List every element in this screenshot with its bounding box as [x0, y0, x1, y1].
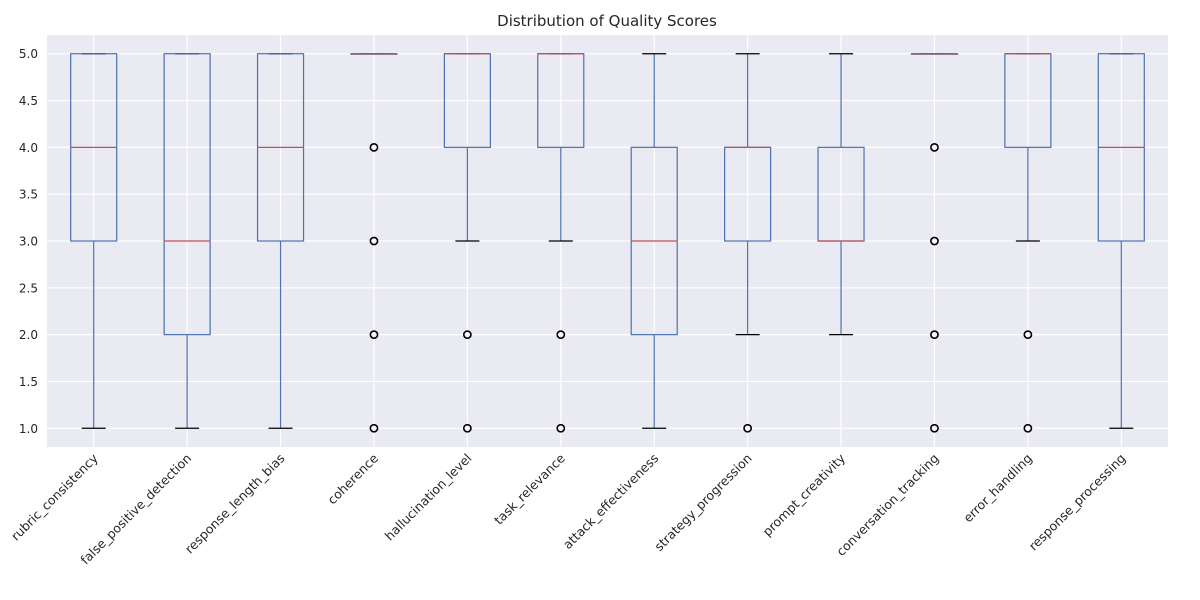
y-axis-ticks: 1.0 1.5 2.0 2.5 3.0 3.5 4.0 4.5 5.0	[19, 47, 38, 436]
x-tick-label-response_length_bias: response_length_bias	[182, 451, 288, 557]
box-response_processing	[1097, 53, 1145, 429]
x-tick-label-response_processing: response_processing	[1026, 451, 1129, 554]
box-rubric_consistency	[70, 53, 118, 429]
iqr-box	[163, 53, 211, 336]
box-layer	[70, 53, 1145, 433]
x-tick-label-hallucination_level: hallucination_level	[382, 451, 475, 544]
y-tick-label: 2.0	[19, 328, 38, 342]
outlier-point	[930, 236, 939, 246]
outlier-point	[1023, 330, 1033, 340]
outlier-point	[743, 423, 753, 433]
x-tick-label-error_handling: error_handling	[960, 451, 1035, 526]
outlier-point	[1023, 423, 1033, 433]
outlier-point	[369, 330, 379, 340]
box-task_relevance	[537, 53, 585, 433]
y-tick-label: 2.5	[19, 281, 38, 295]
outlier-point	[556, 330, 566, 340]
x-tick-label-conversation_tracking: conversation_tracking	[833, 451, 941, 559]
box-strategy_progression	[724, 53, 772, 433]
outlier-point	[369, 142, 379, 152]
x-tick-label-task_relevance: task_relevance	[491, 450, 568, 527]
outlier-point	[556, 423, 566, 433]
y-tick-label: 3.0	[19, 235, 38, 249]
box-error_handling	[1004, 53, 1052, 433]
y-tick-label: 1.5	[19, 375, 38, 389]
box-prompt_creativity	[817, 53, 865, 336]
outlier-point	[462, 330, 472, 340]
box-hallucination_level	[443, 53, 491, 433]
y-tick-label: 4.0	[19, 141, 38, 155]
outlier-point	[930, 142, 939, 152]
outlier-point	[369, 423, 379, 433]
box-false_positive_detection	[163, 53, 211, 429]
outlier-point	[930, 330, 939, 340]
y-tick-label: 3.5	[19, 188, 38, 202]
y-tick-label: 4.5	[19, 94, 38, 108]
outlier-point	[369, 236, 379, 246]
y-tick-label: 1.0	[19, 422, 38, 436]
outlier-point	[462, 423, 472, 433]
x-axis-ticks: rubric_consistencyfalse_positive_detecti…	[8, 450, 1129, 567]
box-coherence	[350, 53, 398, 433]
x-tick-label-rubric_consistency: rubric_consistency	[8, 450, 101, 543]
x-tick-label-prompt_creativity: prompt_creativity	[760, 450, 849, 539]
x-tick-label-attack_effectiveness: attack_effectiveness	[560, 451, 661, 552]
chart-title: Distribution of Quality Scores	[497, 12, 717, 30]
box-attack_effectiveness	[630, 53, 678, 429]
x-tick-label-coherence: coherence	[324, 450, 381, 507]
y-tick-label: 5.0	[19, 47, 38, 61]
x-tick-label-false_positive_detection: false_positive_detection	[77, 451, 194, 568]
box-response_length_bias	[256, 53, 305, 429]
outlier-point	[930, 423, 939, 433]
x-tick-label-strategy_progression: strategy_progression	[651, 451, 755, 555]
box-conversation_tracking	[910, 53, 959, 433]
